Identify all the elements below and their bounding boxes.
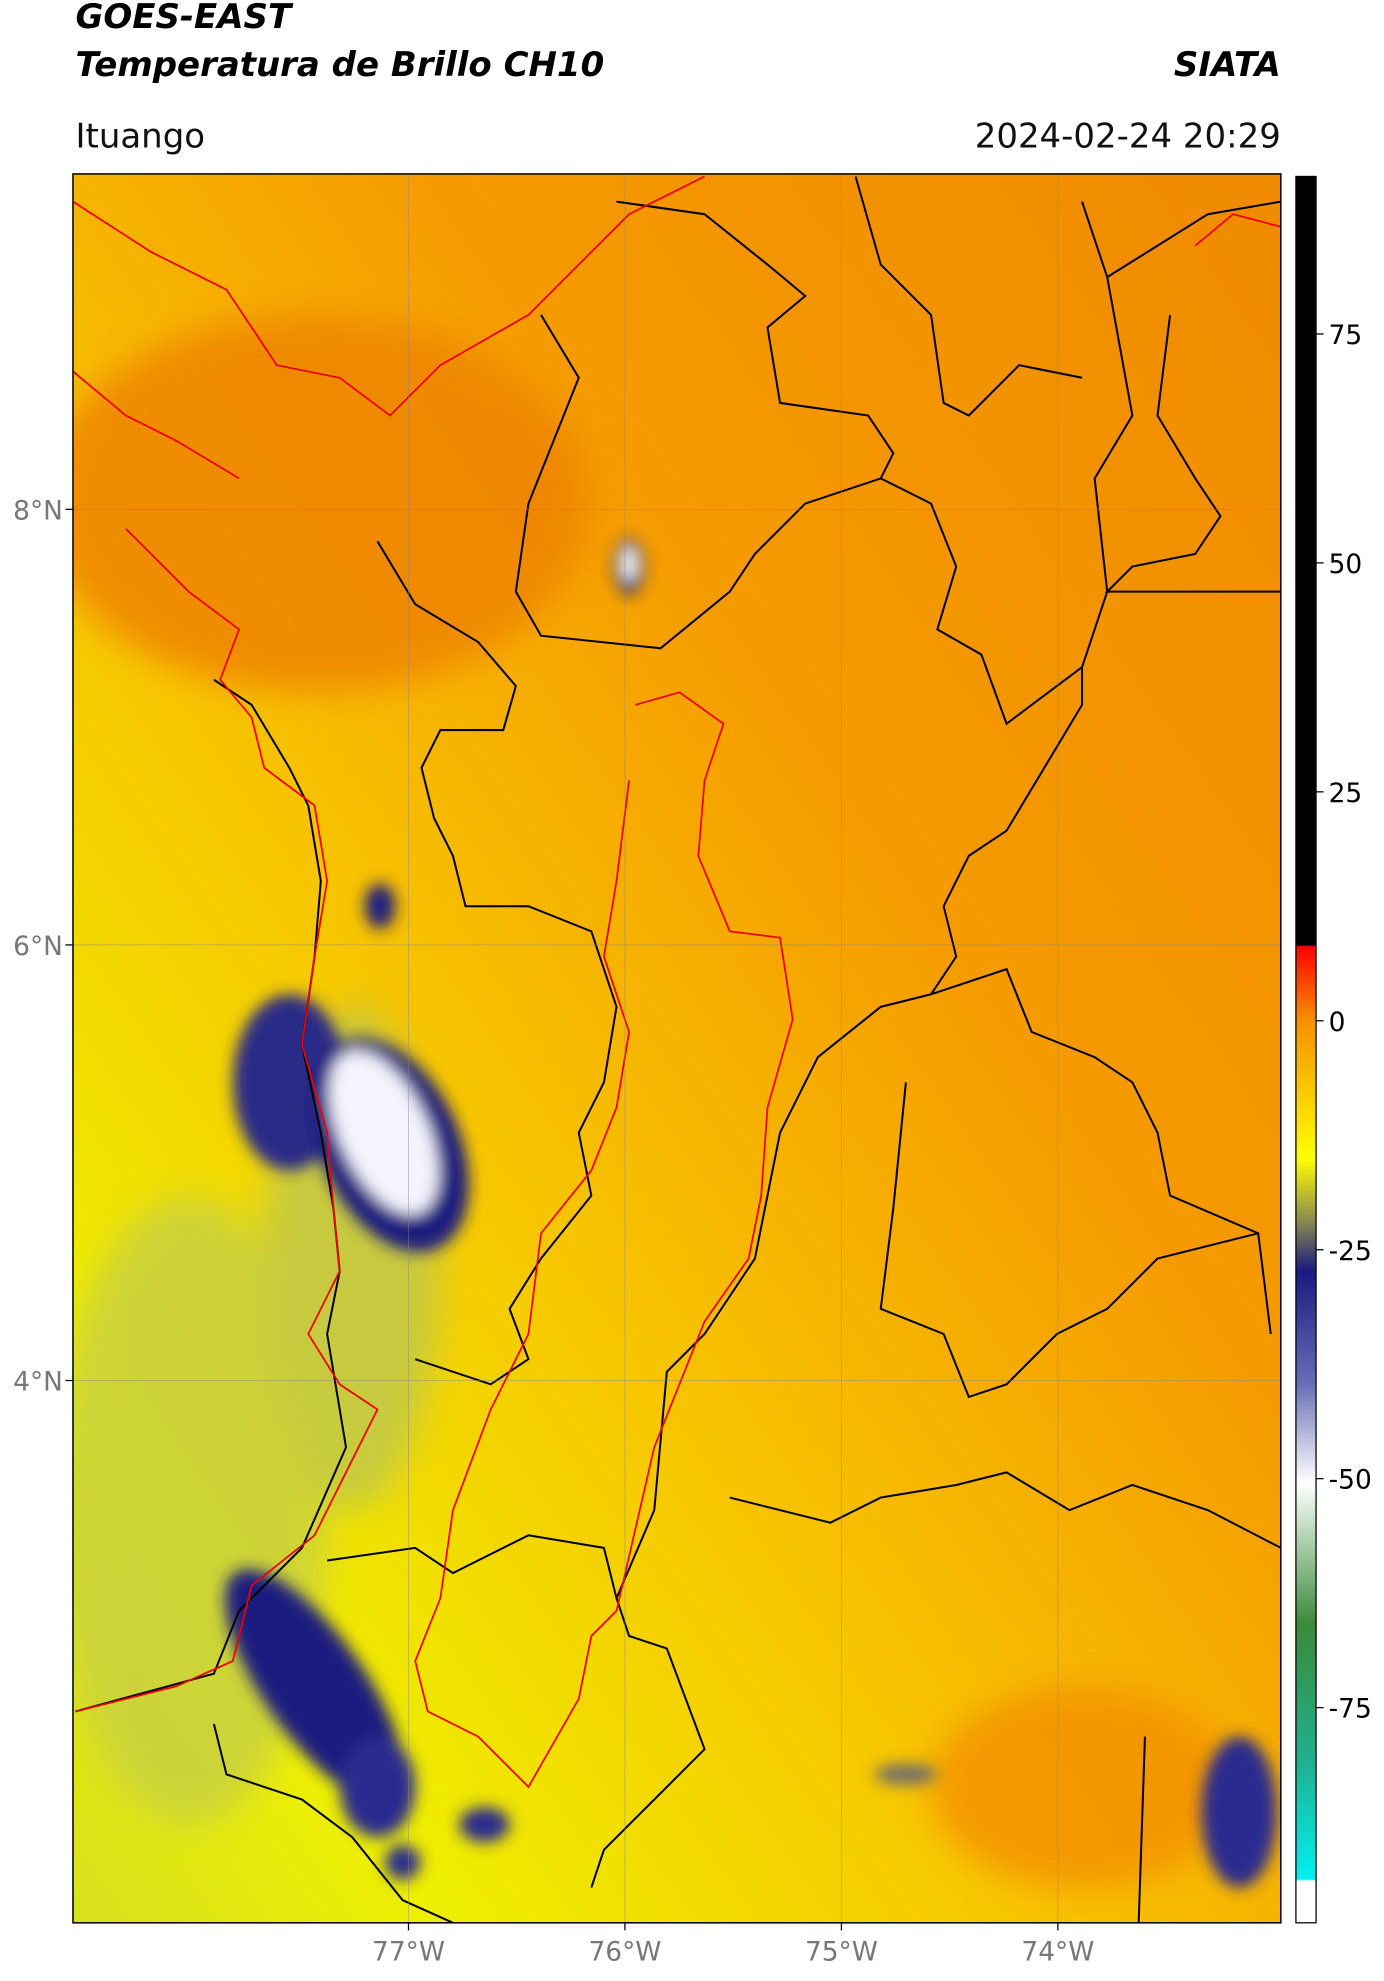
colorbar-tick-label: -75 xyxy=(1329,1694,1372,1725)
colorbar-tick-label: 50 xyxy=(1329,549,1363,580)
colorbar-tick-label: 25 xyxy=(1329,778,1363,809)
title: GOES-EAST xyxy=(75,0,293,37)
colorbar-tick-label: 75 xyxy=(1329,320,1363,351)
lon-tick-label: 77°W xyxy=(372,1937,445,1968)
subtitle: Temperatura de Brillo CH10 xyxy=(75,45,604,85)
map-image xyxy=(72,173,1281,1923)
lat-tick-label: 8°N xyxy=(13,495,63,526)
map-frame xyxy=(72,173,1282,1924)
graticule xyxy=(65,173,1281,1931)
datetime: 2024-02-24 20:29 xyxy=(975,117,1281,157)
lon-tick-label: 75°W xyxy=(805,1937,878,1968)
colorbar-tick-label: -50 xyxy=(1329,1465,1372,1496)
org: SIATA xyxy=(1174,45,1281,85)
colorbar-tick-label: -25 xyxy=(1329,1236,1372,1267)
lon-tick-label: 74°W xyxy=(1021,1937,1094,1968)
colorbar xyxy=(1295,175,1317,1924)
lat-tick-label: 4°N xyxy=(13,1367,63,1398)
location: Ituango xyxy=(75,117,205,157)
lat-tick-label: 6°N xyxy=(13,931,63,962)
colorbar-tick-label: 0 xyxy=(1329,1007,1346,1038)
lon-tick-label: 76°W xyxy=(588,1937,661,1968)
